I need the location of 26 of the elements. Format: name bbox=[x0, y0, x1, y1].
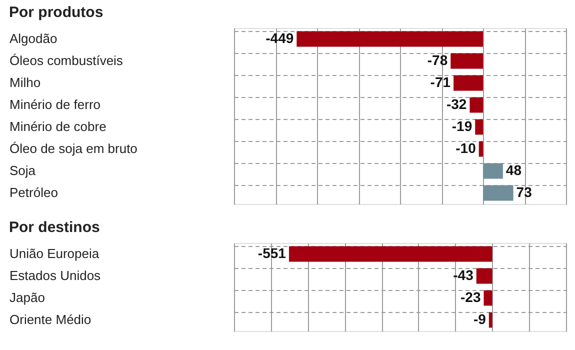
text: Por produtos bbox=[9, 4, 104, 21]
data-label: -449 bbox=[266, 30, 294, 46]
data-label: -9 bbox=[473, 311, 486, 327]
y-tick-label: Óleos combustíveis bbox=[10, 53, 124, 68]
y-tick-label: União Europeia bbox=[10, 246, 100, 261]
data-label: -10 bbox=[456, 140, 476, 156]
data-label: -32 bbox=[446, 96, 467, 112]
y-tick-label: Algodão bbox=[10, 31, 58, 46]
data-label: -23 bbox=[460, 289, 481, 305]
y-tick-label: Japão bbox=[10, 290, 45, 305]
data-label: -43 bbox=[453, 267, 474, 283]
y-tick-label: Óleo de soja em bruto bbox=[10, 141, 138, 156]
y-tick-label: Minério de ferro bbox=[10, 97, 101, 112]
text: Por destinos bbox=[9, 219, 100, 236]
data-label: -551 bbox=[258, 245, 286, 261]
y-tick-label: Soja bbox=[10, 163, 36, 178]
y-tick-label: Oriente Médio bbox=[10, 312, 92, 327]
y-tick-label: Petróleo bbox=[10, 185, 58, 200]
y-tick-label: Estados Unidos bbox=[10, 268, 102, 283]
y-tick-label: Milho bbox=[10, 75, 41, 90]
data-label: -78 bbox=[427, 52, 448, 68]
data-label: -71 bbox=[430, 74, 451, 90]
y-tick-label: Minério de cobre bbox=[10, 119, 106, 134]
data-label: -19 bbox=[452, 118, 472, 134]
data-label: 48 bbox=[506, 162, 522, 178]
data-label: 73 bbox=[516, 184, 532, 200]
